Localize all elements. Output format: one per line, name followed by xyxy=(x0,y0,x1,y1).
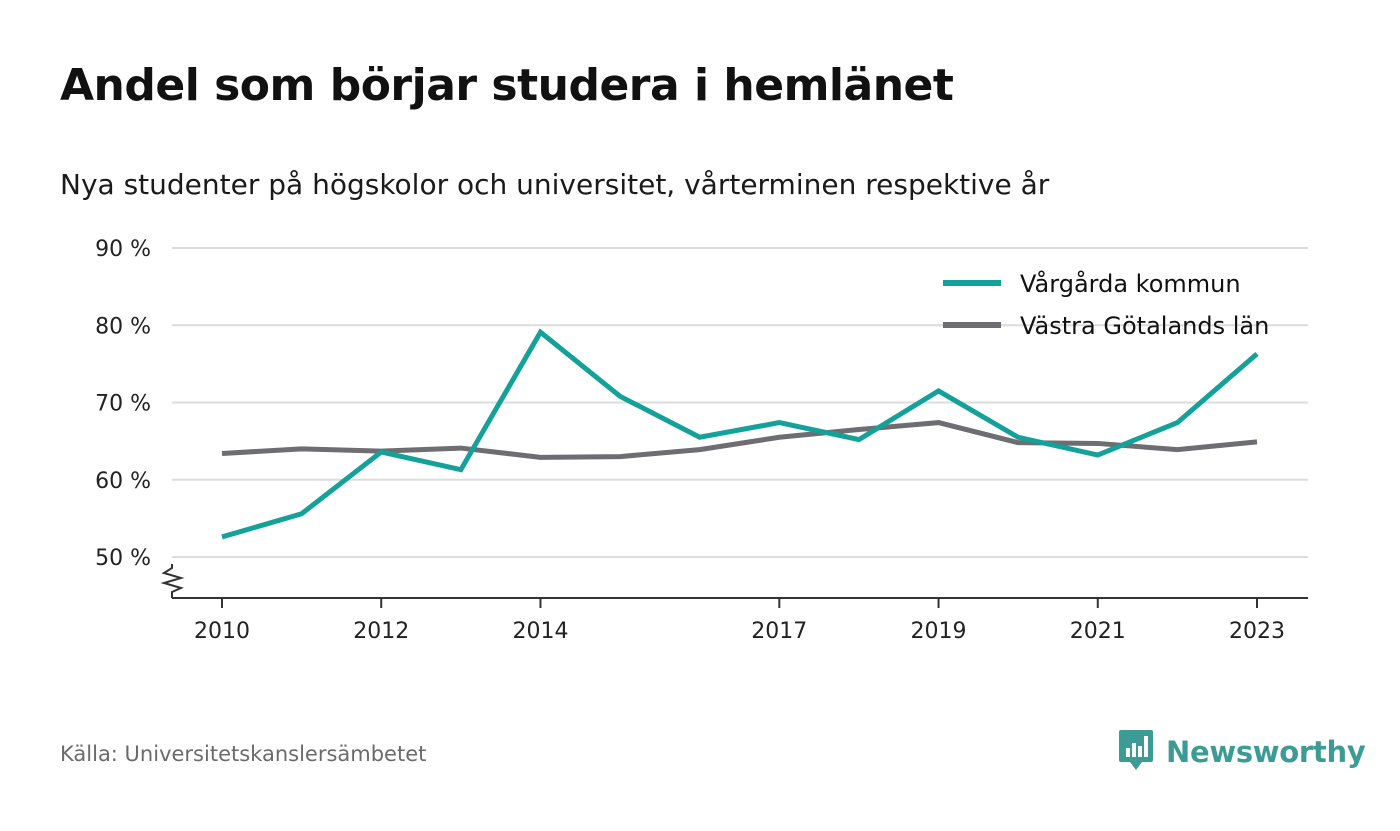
x-axis-ticks: 2010 2012 2014 2017 2019 2021 2023 xyxy=(194,598,1285,644)
legend-label: Vårgårda kommun xyxy=(1020,269,1241,298)
x-tick-label: 2021 xyxy=(1070,619,1126,644)
chart-title: Andel som börjar studera i hemlänet xyxy=(60,60,954,111)
brand-name: Newsworthy xyxy=(1166,735,1366,769)
x-tick-label: 2023 xyxy=(1229,619,1285,644)
chart-subtitle: Nya studenter på högskolor och universit… xyxy=(60,168,1050,201)
x-tick-label: 2010 xyxy=(194,619,250,644)
x-tick-label: 2014 xyxy=(512,619,568,644)
x-axis xyxy=(160,564,1308,599)
y-tick-label: 90 % xyxy=(95,237,151,262)
x-tick-label: 2019 xyxy=(911,619,967,644)
brand-logo[interactable]: Newsworthy xyxy=(1118,728,1366,776)
x-tick-label: 2017 xyxy=(751,619,807,644)
y-tick-label: 70 % xyxy=(95,392,151,417)
legend: Vårgårda kommun Västra Götalands län xyxy=(943,269,1269,340)
axis-break-icon xyxy=(160,564,185,598)
series-line-0 xyxy=(221,328,1259,540)
source-note: Källa: Universitetskanslersämbetet xyxy=(60,742,427,766)
legend-label: Västra Götalands län xyxy=(1020,312,1269,340)
series-line-1 xyxy=(221,420,1258,460)
line-chart: 50 %60 %70 %80 %90 % 2010 2012 2014 2017 201… xyxy=(95,237,1308,644)
newsworthy-logo-icon xyxy=(1118,728,1154,776)
x-tick-label: 2012 xyxy=(353,619,409,644)
y-tick-label: 80 % xyxy=(95,314,151,339)
y-tick-label: 50 % xyxy=(95,546,151,571)
y-axis-ticks: 50 % 60 % 70 % 80 % 90 % xyxy=(95,237,151,571)
grid-lines xyxy=(172,247,1308,558)
y-tick-label: 60 % xyxy=(95,469,151,494)
series-lines xyxy=(221,328,1259,540)
